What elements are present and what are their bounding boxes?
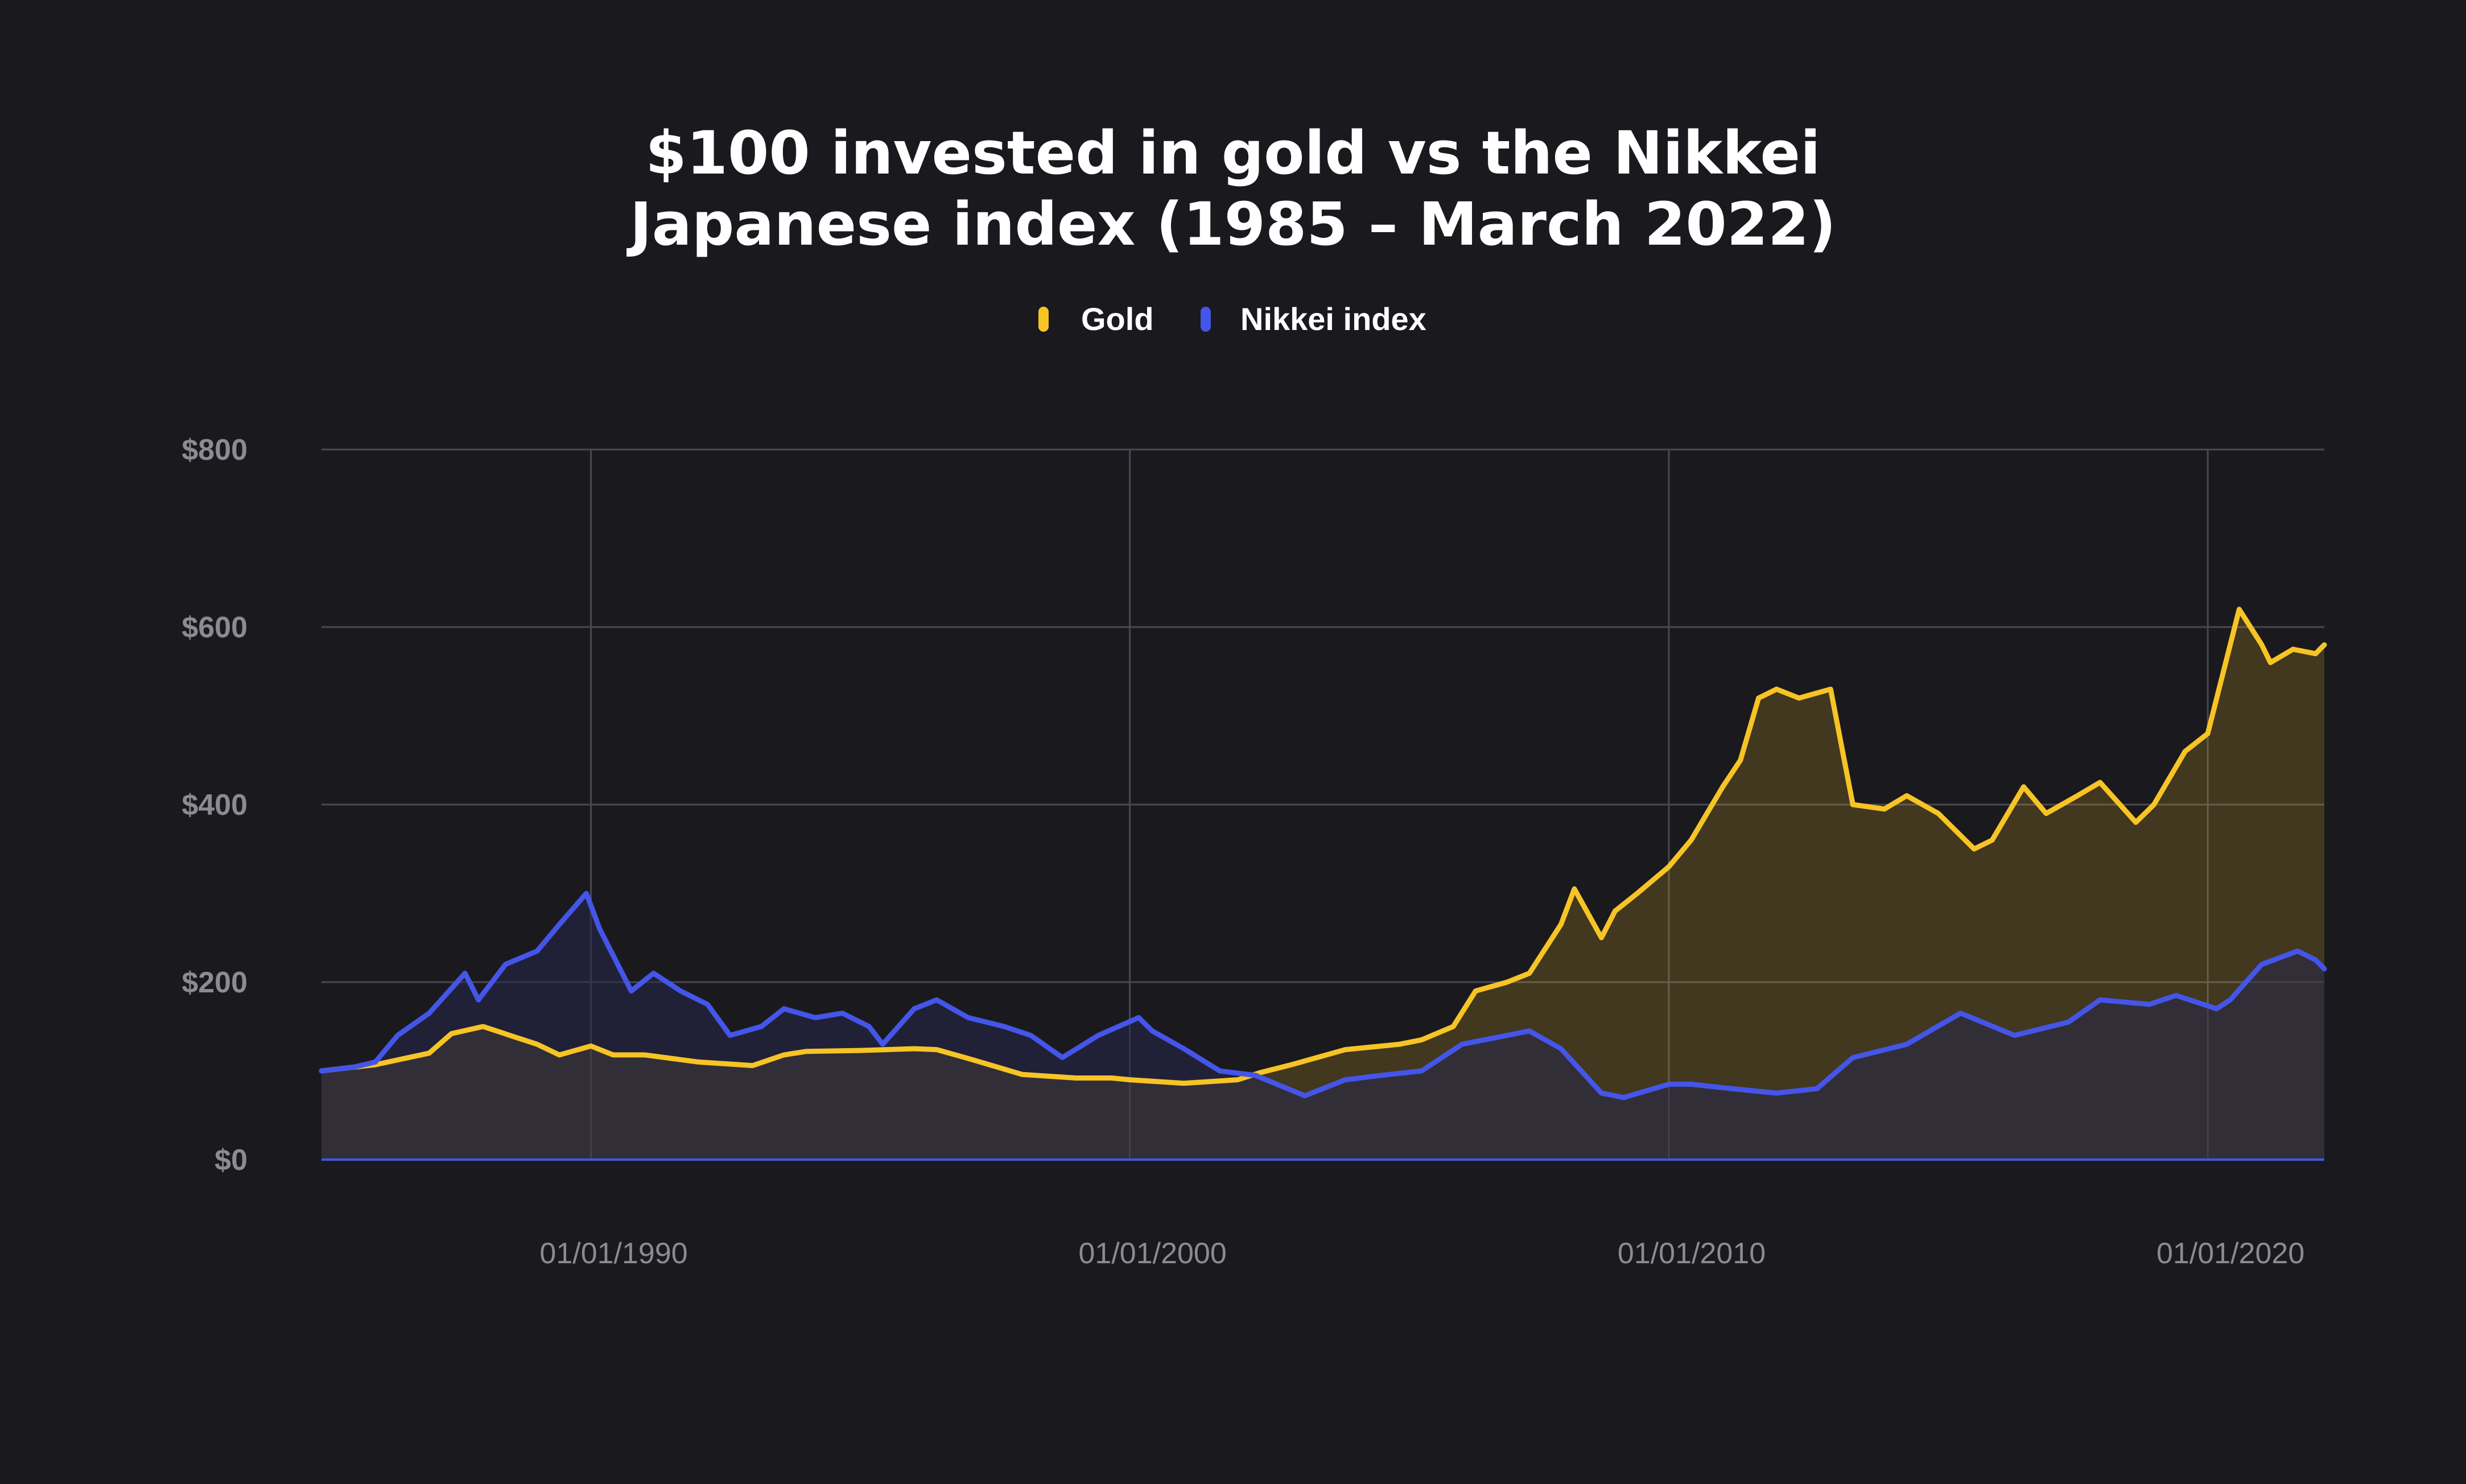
x-tick-label-2: 01/01/2010 <box>1618 1237 1766 1270</box>
x-tick-label-1: 01/01/2000 <box>1079 1237 1227 1270</box>
legend-label-nikkei: Nikkei index <box>1240 301 1426 337</box>
series-area-nikkei <box>321 893 2324 1160</box>
chart-title: $100 invested in gold vs the Nikkei Japa… <box>626 118 1836 259</box>
series-line-gold[interactable] <box>319 607 2327 1086</box>
chart-title-line-2: Japanese index (1985 – March 2022) <box>626 189 1836 259</box>
series-lines <box>319 607 2327 1161</box>
legend-item-nikkei[interactable]: Nikkei index <box>1201 301 1426 337</box>
y-tick-label-0: $800 <box>182 434 248 467</box>
y-tick-label-4: $0 <box>215 1144 248 1177</box>
x-tick-label-3: 01/01/2020 <box>2156 1237 2304 1270</box>
y-axis-ticks: $800 $600 $400 $200 $0 <box>182 434 248 1177</box>
series-fills <box>321 609 2324 1160</box>
legend-swatch-gold <box>1038 307 1049 332</box>
chart-title-line-1: $100 invested in gold vs the Nikkei <box>645 118 1820 188</box>
x-tick-label-0: 01/01/1990 <box>539 1237 687 1270</box>
y-tick-label-2: $400 <box>182 789 248 822</box>
x-axis-ticks: 01/01/1990 01/01/2000 01/01/2010 01/01/2020 <box>539 1237 2304 1270</box>
legend-swatch-nikkei <box>1201 307 1211 332</box>
legend-item-gold[interactable]: Gold <box>1038 301 1154 337</box>
y-tick-label-3: $200 <box>182 966 248 999</box>
y-tick-label-1: $600 <box>182 611 248 644</box>
series-line-nikkei[interactable] <box>319 891 2327 1100</box>
series-area-gold <box>321 609 2324 1160</box>
legend: Gold Nikkei index <box>1038 301 1426 337</box>
legend-label-gold: Gold <box>1081 301 1154 337</box>
